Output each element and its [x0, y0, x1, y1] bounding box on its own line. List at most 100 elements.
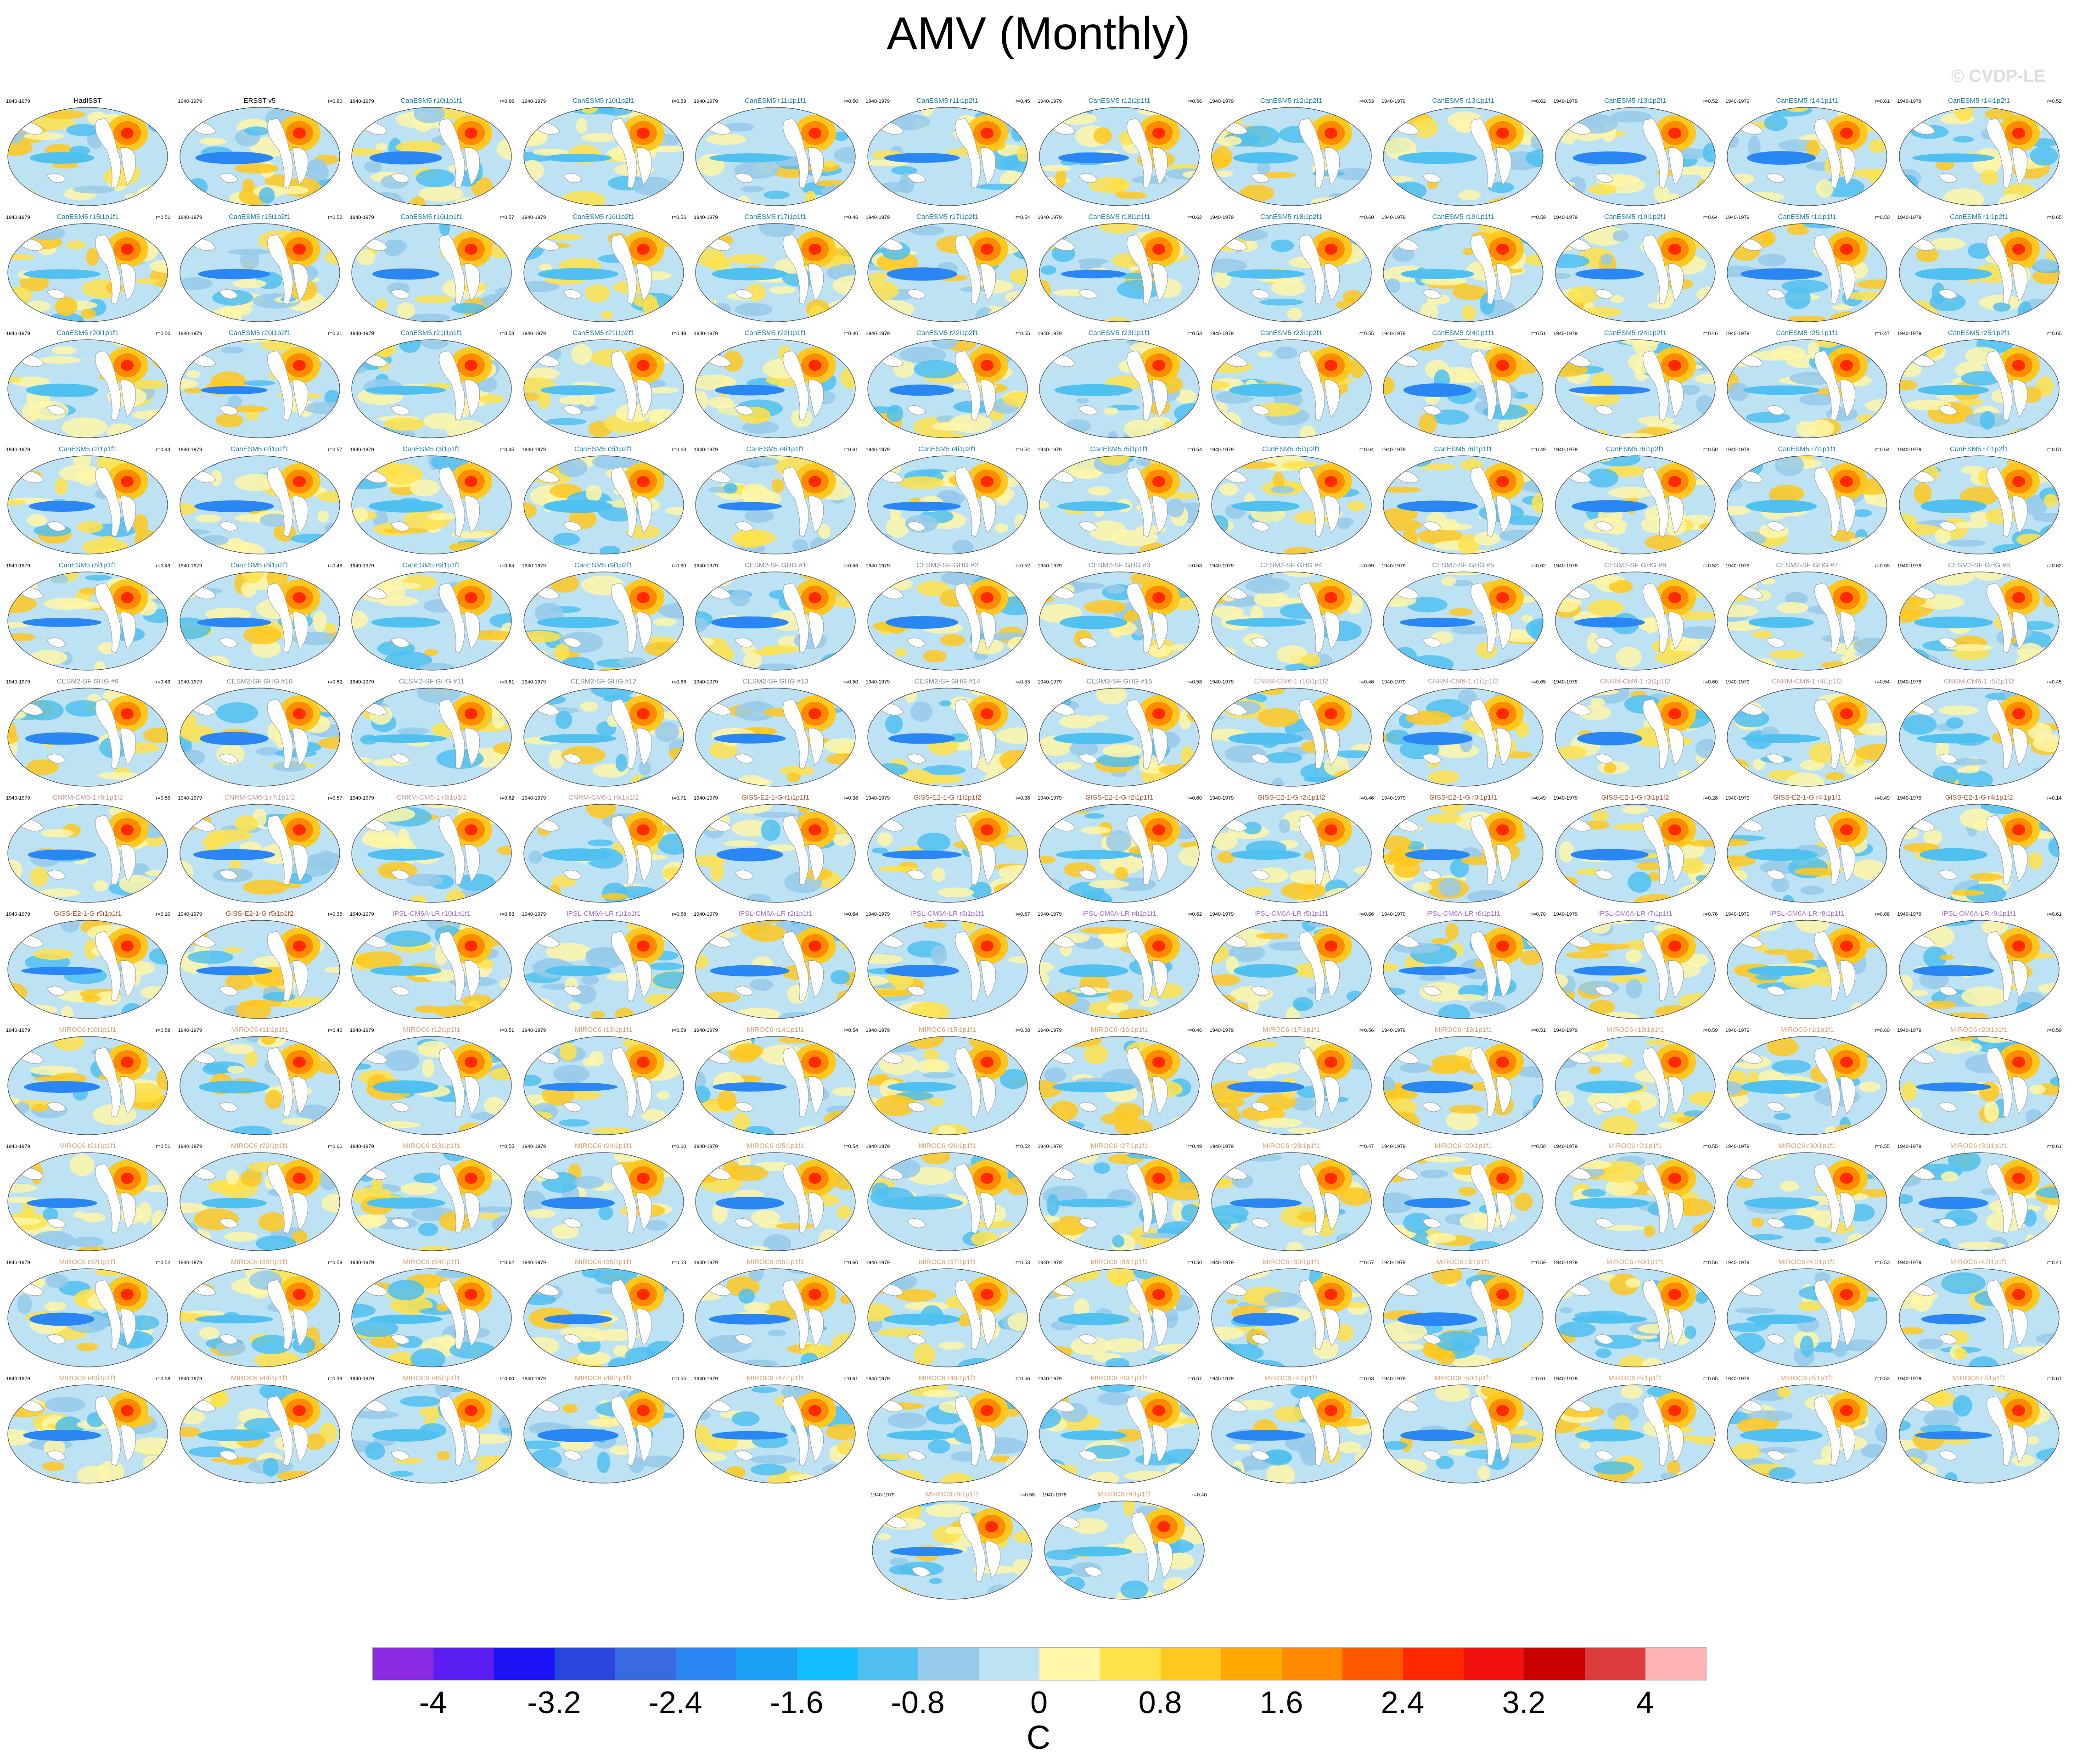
- watermark: © CVDP-LE: [1951, 67, 2046, 86]
- panel-correlation: r=0.46: [328, 1028, 342, 1033]
- panel-title: MIROC6 r5i1p1f1: [1608, 1374, 1662, 1382]
- panel-correlation: r=0.65: [1531, 679, 1546, 685]
- panel-title: MIROC6 r31i1p1f1: [1950, 1142, 2008, 1150]
- sst-anomaly-map: [1211, 455, 1372, 554]
- map-panel: 1940-1979 GISS-E2-1-G r2i1p1f2 r=0.46: [1206, 794, 1377, 911]
- panel-correlation: r=0.61: [1875, 99, 1890, 104]
- panel-correlation: r=0.38: [843, 795, 859, 801]
- panel-period: 1940-1979: [1381, 1028, 1406, 1033]
- panel-title: CanESM5 r13i1p2f1: [1604, 97, 1667, 105]
- map-panel: 1940-1979 CanESM5 r8i1p1f1 r=0.43: [2, 561, 173, 679]
- panel-correlation: r=0.59: [156, 795, 171, 801]
- panel-period: 1940-1979: [1897, 99, 1922, 104]
- panel-period: 1940-1979: [6, 679, 30, 685]
- map-panel: 1940-1979 GISS-E2-1-G r3i1p1f2 r=0.28: [1550, 794, 1721, 911]
- map-panel: 1940-1979 CanESM5 r2i1p1f1 r=0.43: [2, 445, 173, 563]
- panel-period: 1940-1979: [865, 679, 890, 685]
- map-panel: 1940-1979 IPSL-CM6A-LR r1i1p1f1 r=0.68: [518, 910, 689, 1027]
- panel-title: CanESM5 r1i1p2f1: [1950, 213, 2008, 221]
- panel-period: 1940-1979: [350, 1376, 374, 1382]
- sst-anomaly-map: [1211, 688, 1372, 787]
- sst-anomaly-map: [1383, 1036, 1544, 1135]
- map-panel: 1940-1979 IPSL-CM6A-LR r3i1p1f1 r=0.57: [862, 910, 1033, 1027]
- panel-title: IPSL-CM6A-LR r7i1p1f1: [1598, 910, 1673, 918]
- panel-title: CanESM5 r14i1p1f1: [1776, 97, 1838, 105]
- panel-title: CanESM5 r14i1p2f1: [1948, 97, 2010, 105]
- panel-correlation: r=0.14: [2047, 795, 2062, 801]
- map-panel: 1940-1979 CanESM5 r24i1p1f1 r=0.51: [1378, 329, 1549, 447]
- panel-title: CanESM5 r11i1p2f1: [916, 97, 978, 105]
- panel-title: CanESM5 r7i1p1f1: [1778, 445, 1836, 453]
- panel-period: 1940-1979: [694, 1028, 718, 1033]
- sst-anomaly-map: [695, 107, 856, 206]
- map-panel: 1940-1979 CanESM5 r21i1p2f1 r=0.49: [518, 329, 689, 447]
- sst-anomaly-map: [523, 455, 684, 554]
- panel-correlation: r=0.55: [500, 1144, 515, 1149]
- panel-title: CanESM5 r15i1p1f1: [56, 213, 119, 221]
- sst-anomaly-map: [1044, 1501, 1205, 1600]
- panel-period: 1940-1979: [1042, 1492, 1067, 1498]
- panel-title: CanESM5 r17i1p1f1: [744, 213, 807, 221]
- panel-period: 1940-1979: [1897, 1260, 1922, 1266]
- panel-title: GISS-E2-1-G r1i1p1f2: [913, 794, 982, 801]
- map-panel: 1940-1979 CanESM5 r9i1p1f1 r=0.64: [346, 561, 517, 679]
- sst-anomaly-map: [1211, 107, 1372, 206]
- panel-title: IPSL-CM6A-LR r9i1p1f1: [1942, 910, 2016, 918]
- sst-anomaly-map: [1039, 223, 1200, 322]
- panel-correlation: r=0.45: [1016, 99, 1030, 104]
- sst-anomaly-map: [695, 1152, 856, 1251]
- colorbar-swatch: [918, 1648, 979, 1680]
- map-panel: 1940-1979 GISS-E2-1-G r5i1p1f1 r=0.10: [2, 910, 173, 1027]
- panel-title: MIROC6 r1i1p1f1: [1780, 1026, 1834, 1034]
- panel-correlation: r=0.64: [1703, 215, 1718, 220]
- sst-anomaly-map: [179, 571, 340, 671]
- map-panel: 1940-1979 MIROC6 r15i1p1f1 r=0.58: [862, 1026, 1033, 1143]
- sst-anomaly-map: [867, 920, 1028, 1019]
- panel-correlation: r=0.53: [1359, 99, 1374, 104]
- map-panel: 1940-1979 MIROC6 r30i1p1f1 r=0.55: [1722, 1142, 1892, 1260]
- map-panel: 1940-1979 CanESM5 r20i1p2f1 r=0.31: [174, 329, 345, 447]
- colorbar-swatch: [615, 1648, 676, 1680]
- sst-anomaly-map: [179, 688, 340, 787]
- sst-anomaly-map: [1383, 1384, 1544, 1484]
- panel-period: 1940-1979: [1553, 679, 1578, 685]
- sst-anomaly-map: [1039, 339, 1200, 438]
- sst-anomaly-map: [1555, 688, 1716, 787]
- panel-title: MIROC6 r15i1p1f1: [918, 1026, 977, 1034]
- map-panel: 1940-1979 MIROC6 r42i1p1f1 r=0.41: [1894, 1258, 2065, 1376]
- panel-period: 1940-1979: [1725, 912, 1750, 917]
- panel-correlation: r=0.54: [843, 1144, 859, 1149]
- panel-period: 1940-1979: [1553, 795, 1578, 801]
- panel-correlation: r=0.46: [1187, 1028, 1202, 1033]
- panel-correlation: r=0.52: [156, 1260, 171, 1266]
- map-panel: 1940-1979 IPSL-CM6A-LR r5i1p1f1 r=0.66: [1206, 910, 1377, 1027]
- panel-period: 1940-1979: [1381, 912, 1406, 917]
- panel-period: 1940-1979: [6, 447, 30, 453]
- panel-period: 1940-1979: [865, 1144, 890, 1149]
- panel-period: 1940-1979: [1725, 1376, 1750, 1382]
- map-panel: 1940-1979 CanESM5 r23i1p1f1 r=0.53: [1034, 329, 1205, 447]
- map-panel: 1940-1979 CanESM5 r15i1p1f1 r=0.51: [2, 213, 173, 330]
- panel-title: CNRM-CM6-1 r6i1p1f2: [52, 794, 123, 801]
- colorbar-swatch: [1221, 1648, 1282, 1680]
- panel-title: MIROC6 r23i1p1f1: [403, 1142, 460, 1150]
- panel-title: MIROC6 r32i1p1f1: [59, 1258, 117, 1266]
- panel-title: MIROC6 r17i1p1f1: [1262, 1026, 1320, 1034]
- panel-correlation: r=0.52: [1703, 99, 1718, 104]
- panel-title: CESM2-SF GHG #14: [914, 678, 981, 685]
- sst-anomaly-map: [179, 804, 340, 903]
- map-panel: 1940-1979 MIROC6 r50i1p1f1 r=0.61: [1378, 1374, 1549, 1492]
- sst-anomaly-map: [1898, 455, 2060, 554]
- panel-period: 1940-1979: [865, 215, 890, 220]
- sst-anomaly-map: [1039, 804, 1200, 903]
- map-panel: 1940-1979 MIROC6 r21i1p1f1 r=0.51: [2, 1142, 173, 1260]
- map-panel: 1940-1979 CanESM5 r22i1p1f1 r=0.40: [690, 329, 861, 447]
- colorbar-tick-label: 0: [1030, 1685, 1048, 1720]
- panel-correlation: r=0.45: [2047, 679, 2062, 685]
- panel-title: MIROC6 r19i1p1f1: [1606, 1026, 1664, 1034]
- sst-anomaly-map: [1898, 804, 2060, 903]
- panel-title: IPSL-CM6A-LR r1i1p1f1: [566, 910, 641, 918]
- panel-correlation: r=0.62: [1187, 215, 1202, 220]
- colorbar-swatch: [1524, 1648, 1585, 1680]
- sst-anomaly-map: [351, 1036, 512, 1135]
